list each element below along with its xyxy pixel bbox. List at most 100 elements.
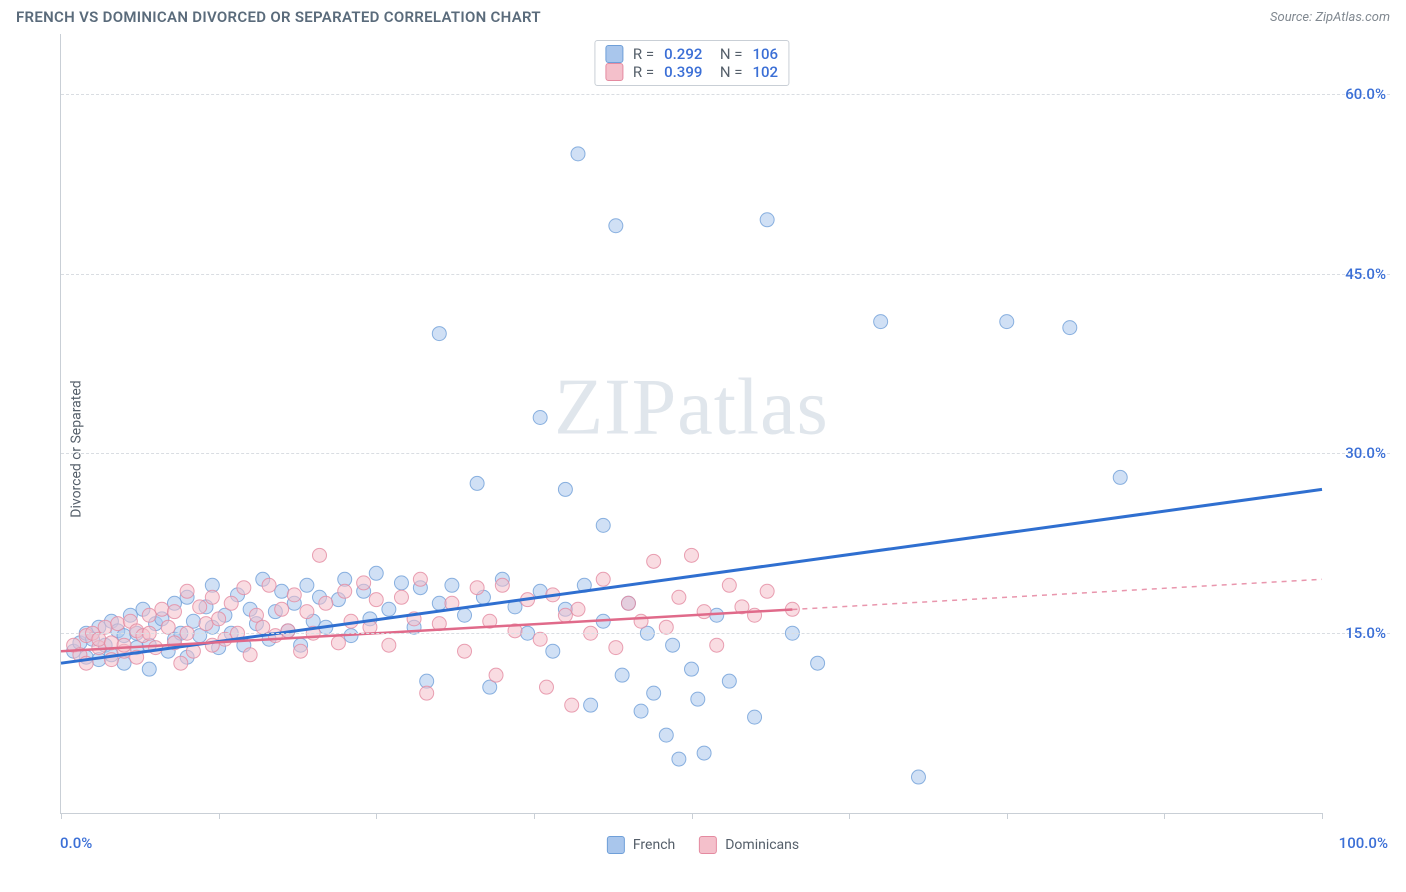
data-point: [319, 596, 333, 610]
stat-r-value: 0.292: [664, 45, 702, 63]
x-tick-mark: [534, 813, 535, 819]
data-point: [672, 752, 686, 766]
stat-n-value: 106: [753, 45, 779, 63]
data-point: [174, 656, 188, 670]
data-point: [911, 770, 925, 784]
data-point: [722, 578, 736, 592]
data-point: [161, 620, 175, 634]
data-point: [458, 644, 472, 658]
x-axis-max-label: 100.0%: [1339, 834, 1388, 852]
data-point: [584, 698, 598, 712]
data-point: [117, 638, 131, 652]
x-tick-mark: [376, 813, 377, 819]
stat-r-label: R =: [633, 63, 654, 81]
data-point: [458, 608, 472, 622]
data-point: [666, 638, 680, 652]
data-point: [533, 411, 547, 425]
legend-label: Dominicans: [725, 837, 799, 853]
data-point: [685, 548, 699, 562]
data-point: [167, 605, 181, 619]
y-tick-label: 45.0%: [1345, 265, 1386, 283]
data-point: [1000, 315, 1014, 329]
data-point: [256, 620, 270, 634]
source-label: Source:: [1270, 10, 1312, 25]
data-point: [357, 576, 371, 590]
data-point: [571, 602, 585, 616]
stat-legend: R = 0.292 N = 106 R = 0.399 N = 102: [594, 40, 789, 86]
legend-swatch: [605, 45, 623, 63]
data-point: [874, 315, 888, 329]
data-point: [394, 590, 408, 604]
x-tick-mark: [1007, 813, 1008, 819]
stat-r-label: R =: [633, 45, 654, 63]
data-point: [1063, 321, 1077, 335]
data-point: [180, 584, 194, 598]
x-tick-mark: [1322, 813, 1323, 819]
stat-n-label: N =: [712, 45, 742, 63]
data-point: [596, 572, 610, 586]
data-point: [369, 593, 383, 607]
data-point: [111, 617, 125, 631]
legend-item: Dominicans: [699, 836, 799, 854]
data-point: [722, 674, 736, 688]
data-point: [243, 648, 257, 662]
y-tick-label: 15.0%: [1345, 624, 1386, 642]
grid-line: [61, 633, 1390, 634]
data-point: [621, 596, 635, 610]
stat-n-value: 102: [753, 63, 779, 81]
data-point: [546, 644, 560, 658]
data-point: [432, 596, 446, 610]
legend-swatch: [605, 63, 623, 81]
x-axis-min-label: 0.0%: [60, 834, 92, 852]
grid-line: [61, 453, 1390, 454]
data-point: [224, 596, 238, 610]
data-point: [142, 608, 156, 622]
data-point: [748, 710, 762, 724]
grid-line: [61, 274, 1390, 275]
y-tick-label: 30.0%: [1345, 444, 1386, 462]
x-tick-mark: [692, 813, 693, 819]
data-point: [369, 566, 383, 580]
data-point: [558, 482, 572, 496]
data-point: [149, 641, 163, 655]
data-point: [609, 219, 623, 233]
data-point: [647, 554, 661, 568]
data-point: [470, 581, 484, 595]
data-point: [142, 662, 156, 676]
x-tick-mark: [219, 813, 220, 819]
data-point: [98, 620, 112, 634]
data-point: [697, 746, 711, 760]
data-point: [338, 584, 352, 598]
data-point: [691, 692, 705, 706]
data-point: [811, 656, 825, 670]
data-point: [212, 612, 226, 626]
data-point: [685, 662, 699, 676]
data-point: [300, 605, 314, 619]
data-point: [193, 600, 207, 614]
data-point: [313, 548, 327, 562]
data-point: [300, 578, 314, 592]
data-point: [596, 518, 610, 532]
data-point: [672, 590, 686, 604]
source-link[interactable]: ZipAtlas.com: [1315, 10, 1390, 25]
chart-svg: [61, 34, 1322, 813]
data-point: [432, 327, 446, 341]
data-point: [470, 476, 484, 490]
data-point: [533, 632, 547, 646]
data-point: [382, 602, 396, 616]
data-point: [331, 636, 345, 650]
bottom-legend: FrenchDominicans: [607, 836, 799, 854]
data-point: [634, 614, 648, 628]
source-attribution: Source: ZipAtlas.com: [1270, 10, 1390, 25]
stat-r-value: 0.399: [664, 63, 702, 81]
data-point: [539, 680, 553, 694]
data-point: [275, 602, 289, 616]
stat-n-label: N =: [712, 63, 742, 81]
chart-header: FRENCH VS DOMINICAN DIVORCED OR SEPARATE…: [0, 0, 1406, 30]
data-point: [199, 617, 213, 631]
trend-line: [61, 489, 1322, 663]
data-point: [647, 686, 661, 700]
data-point: [394, 576, 408, 590]
data-point: [615, 668, 629, 682]
data-point: [262, 578, 276, 592]
